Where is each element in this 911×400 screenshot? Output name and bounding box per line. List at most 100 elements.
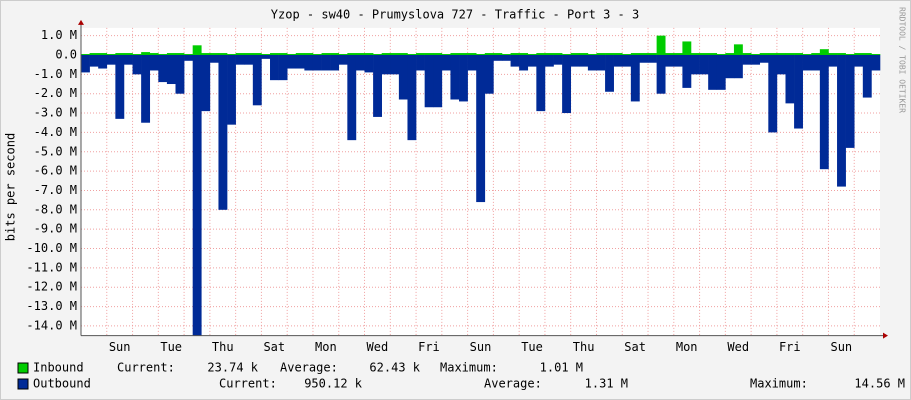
- area-column: [854, 54, 864, 67]
- legend-stat-label: Average:: [280, 361, 338, 375]
- area-column: [261, 54, 271, 55]
- area-column: [433, 54, 443, 108]
- legend-swatch: [17, 378, 29, 390]
- area-column: [338, 54, 348, 65]
- area-column: [579, 54, 589, 67]
- legend-stat-value: 1.01 M: [540, 361, 583, 375]
- area-column: [587, 54, 597, 71]
- area-column: [373, 54, 382, 117]
- area-column: [398, 53, 408, 55]
- area-column: [639, 54, 649, 63]
- area-column: [845, 54, 855, 148]
- area-column: [837, 54, 846, 187]
- area-column: [570, 54, 580, 67]
- area-column: [811, 54, 821, 71]
- area-column: [476, 54, 486, 55]
- area-column: [373, 54, 382, 55]
- x-tick-label: Mon: [676, 340, 698, 354]
- area-column: [141, 52, 151, 55]
- area-column: [252, 54, 262, 106]
- area-column: [759, 53, 769, 55]
- area-column: [467, 54, 477, 71]
- area-column: [622, 54, 632, 67]
- area-column: [98, 53, 108, 55]
- area-column: [596, 53, 606, 55]
- y-tick-label: -14.0 M: [26, 318, 77, 332]
- area-column: [192, 45, 202, 55]
- area-column: [570, 53, 580, 55]
- area-column: [115, 53, 125, 55]
- area-column: [132, 54, 142, 75]
- area-column: [355, 53, 365, 55]
- y-tick-label: 1.0 M: [41, 28, 77, 42]
- area-column: [390, 53, 400, 55]
- area-column: [536, 53, 546, 55]
- area-column: [433, 53, 443, 55]
- area-column: [398, 54, 408, 100]
- area-column: [235, 53, 245, 55]
- area-column: [690, 54, 700, 75]
- area-column: [115, 54, 125, 119]
- area-column: [854, 53, 864, 55]
- area-column: [536, 54, 546, 112]
- area-column: [476, 54, 486, 203]
- area-column: [390, 54, 400, 75]
- area-column: [132, 54, 142, 55]
- area-column: [450, 53, 460, 55]
- area-column: [321, 54, 331, 71]
- area-column: [501, 54, 511, 55]
- area-column: [484, 53, 494, 55]
- legend-stat-value: 14.56 M: [854, 377, 905, 391]
- area-column: [716, 54, 726, 55]
- x-tick-label: Thu: [212, 340, 234, 354]
- area-column: [837, 53, 846, 55]
- area-column: [682, 41, 692, 55]
- legend-label: Inbound: [33, 361, 84, 375]
- area-column: [89, 53, 99, 55]
- area-column: [312, 54, 322, 71]
- y-tick-label: 0.0: [55, 47, 77, 61]
- area-column: [184, 54, 193, 55]
- area-column: [794, 53, 803, 55]
- area-column: [484, 54, 494, 94]
- y-tick-label: -12.0 M: [26, 280, 77, 294]
- area-column: [218, 53, 228, 55]
- legend-stat-label: Average:: [484, 377, 542, 391]
- area-column: [347, 54, 357, 141]
- area-column: [648, 53, 657, 55]
- x-tick-label: Sat: [263, 340, 285, 354]
- x-tick-label: Thu: [573, 340, 595, 354]
- area-column: [493, 54, 503, 61]
- area-column: [416, 53, 425, 55]
- area-column: [106, 54, 116, 55]
- area-column: [227, 54, 236, 125]
- area-column: [158, 54, 168, 55]
- legend-label: Outbound: [33, 377, 91, 391]
- area-column: [699, 53, 709, 55]
- area-column: [751, 54, 761, 55]
- area-column: [553, 53, 563, 55]
- area-column: [639, 53, 649, 55]
- area-column: [450, 54, 460, 100]
- area-column: [493, 53, 503, 55]
- area-column: [605, 53, 614, 55]
- area-column: [776, 53, 786, 55]
- y-axis-label: bits per second: [4, 133, 18, 241]
- area-column: [673, 53, 683, 55]
- area-column: [802, 54, 812, 71]
- legend-stat-value: 23.74 k: [207, 361, 258, 375]
- area-column: [287, 54, 297, 55]
- area-column: [149, 54, 159, 71]
- x-tick-label: Sat: [624, 340, 646, 354]
- area-column: [158, 54, 168, 83]
- area-column: [708, 54, 718, 90]
- y-tick-label: -5.0 M: [34, 144, 77, 158]
- area-column: [690, 53, 700, 55]
- area-column: [467, 53, 477, 55]
- x-tick-label: Mon: [315, 340, 337, 354]
- area-column: [364, 53, 374, 55]
- area-column: [312, 54, 322, 55]
- area-column: [519, 53, 529, 55]
- area-column: [828, 53, 838, 55]
